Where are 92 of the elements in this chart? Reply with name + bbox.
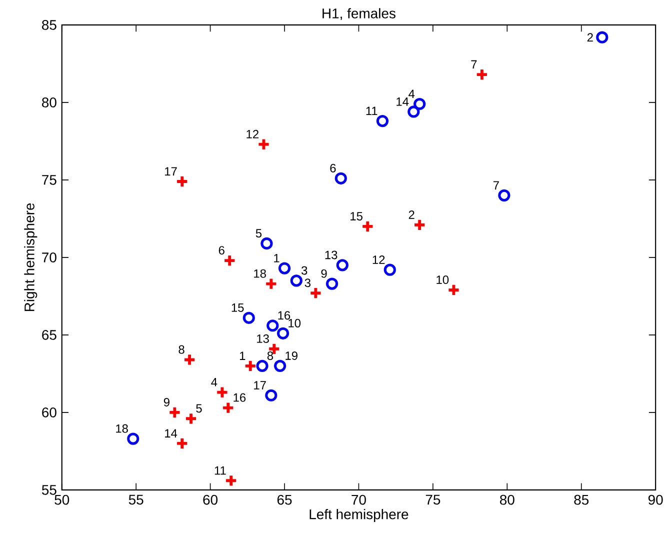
- point: [127, 432, 140, 445]
- annotation: 18: [254, 269, 266, 278]
- annotation: 3: [302, 266, 308, 275]
- annotation: 11: [366, 106, 378, 116]
- point: [274, 360, 286, 372]
- y-tick-label: 80: [42, 98, 56, 108]
- point: [447, 284, 460, 297]
- annotation: 6: [330, 164, 336, 173]
- x-tick-label: 70: [352, 494, 366, 505]
- annotation: 15: [232, 304, 244, 312]
- annotation: 13: [325, 250, 338, 260]
- annotation: 11: [214, 466, 226, 475]
- point: [384, 264, 396, 276]
- x-tick-label: 75: [426, 494, 440, 505]
- annotation: 4: [211, 378, 218, 386]
- point: [413, 218, 426, 232]
- annotation: 5: [256, 229, 262, 238]
- point: [309, 286, 322, 300]
- annotation: 1: [274, 254, 280, 262]
- point: [176, 175, 189, 188]
- point: [265, 389, 278, 402]
- point: [184, 412, 198, 426]
- y-axis-title: Right hemisphere: [24, 203, 38, 312]
- annotation: 5: [196, 404, 202, 413]
- point: [361, 220, 374, 234]
- chart-title: H1, females: [322, 8, 396, 20]
- point: [223, 254, 236, 268]
- annotation: 8: [267, 352, 274, 360]
- y-tick-label: 70: [42, 252, 56, 262]
- x-tick-label: 85: [574, 494, 589, 505]
- annotation: 2: [587, 33, 593, 42]
- annotation: 9: [321, 269, 327, 278]
- annotation: 16: [234, 393, 246, 402]
- annotation: 7: [493, 181, 499, 190]
- annotation: 2: [408, 210, 414, 219]
- annotation: 19: [286, 352, 298, 360]
- point: [257, 138, 270, 151]
- point: [176, 437, 189, 450]
- annotation: 8: [178, 345, 184, 354]
- x-tick-label: 90: [648, 494, 663, 505]
- point: [222, 401, 235, 414]
- y-tick-label: 60: [42, 408, 56, 418]
- x-axis-title: Left hemisphere: [310, 509, 408, 522]
- annotation: 9: [164, 398, 170, 407]
- y-tick-label: 75: [42, 175, 56, 185]
- point: [326, 278, 338, 290]
- point: [182, 353, 196, 366]
- annotation: 3: [304, 278, 310, 288]
- point: [260, 238, 273, 250]
- point: [408, 106, 420, 118]
- annotation: 14: [396, 98, 409, 106]
- x-tick-label: 55: [128, 494, 144, 505]
- annotation: 12: [246, 130, 258, 138]
- annotation: 17: [165, 167, 177, 176]
- annotation: 14: [165, 429, 178, 438]
- point: [498, 189, 510, 202]
- annotation: 15: [350, 212, 362, 221]
- point: [290, 274, 302, 287]
- point: [244, 360, 257, 373]
- point: [414, 98, 426, 110]
- point: [596, 31, 608, 44]
- point: [278, 262, 291, 274]
- annotation: 16: [278, 311, 290, 320]
- point: [276, 327, 290, 340]
- point: [475, 68, 488, 82]
- point: [242, 312, 255, 324]
- y-tick-label: 65: [42, 330, 56, 340]
- annotation: 10: [436, 276, 449, 284]
- annotation: 13: [257, 334, 269, 343]
- annotation: 4: [408, 90, 415, 98]
- annotation: 10: [288, 319, 301, 328]
- x-tick-label: 65: [277, 494, 292, 505]
- annotation: 7: [471, 60, 477, 69]
- annotation: 12: [372, 256, 385, 264]
- annotation: 17: [254, 381, 266, 390]
- point: [216, 386, 229, 399]
- point: [266, 320, 279, 332]
- annotation: 18: [116, 424, 128, 433]
- point: [376, 115, 389, 128]
- point: [224, 474, 238, 488]
- point: [256, 360, 268, 372]
- x-tick-label: 80: [500, 494, 514, 505]
- y-tick-label: 55: [42, 485, 56, 495]
- annotation: 1: [240, 352, 246, 360]
- y-tick-label: 85: [42, 20, 56, 30]
- point: [336, 259, 348, 272]
- x-tick-label: 50: [54, 494, 70, 505]
- point: [334, 172, 347, 185]
- x-tick-label: 60: [203, 494, 218, 505]
- point: [264, 277, 278, 290]
- annotation: 6: [218, 246, 224, 255]
- point: [168, 406, 182, 420]
